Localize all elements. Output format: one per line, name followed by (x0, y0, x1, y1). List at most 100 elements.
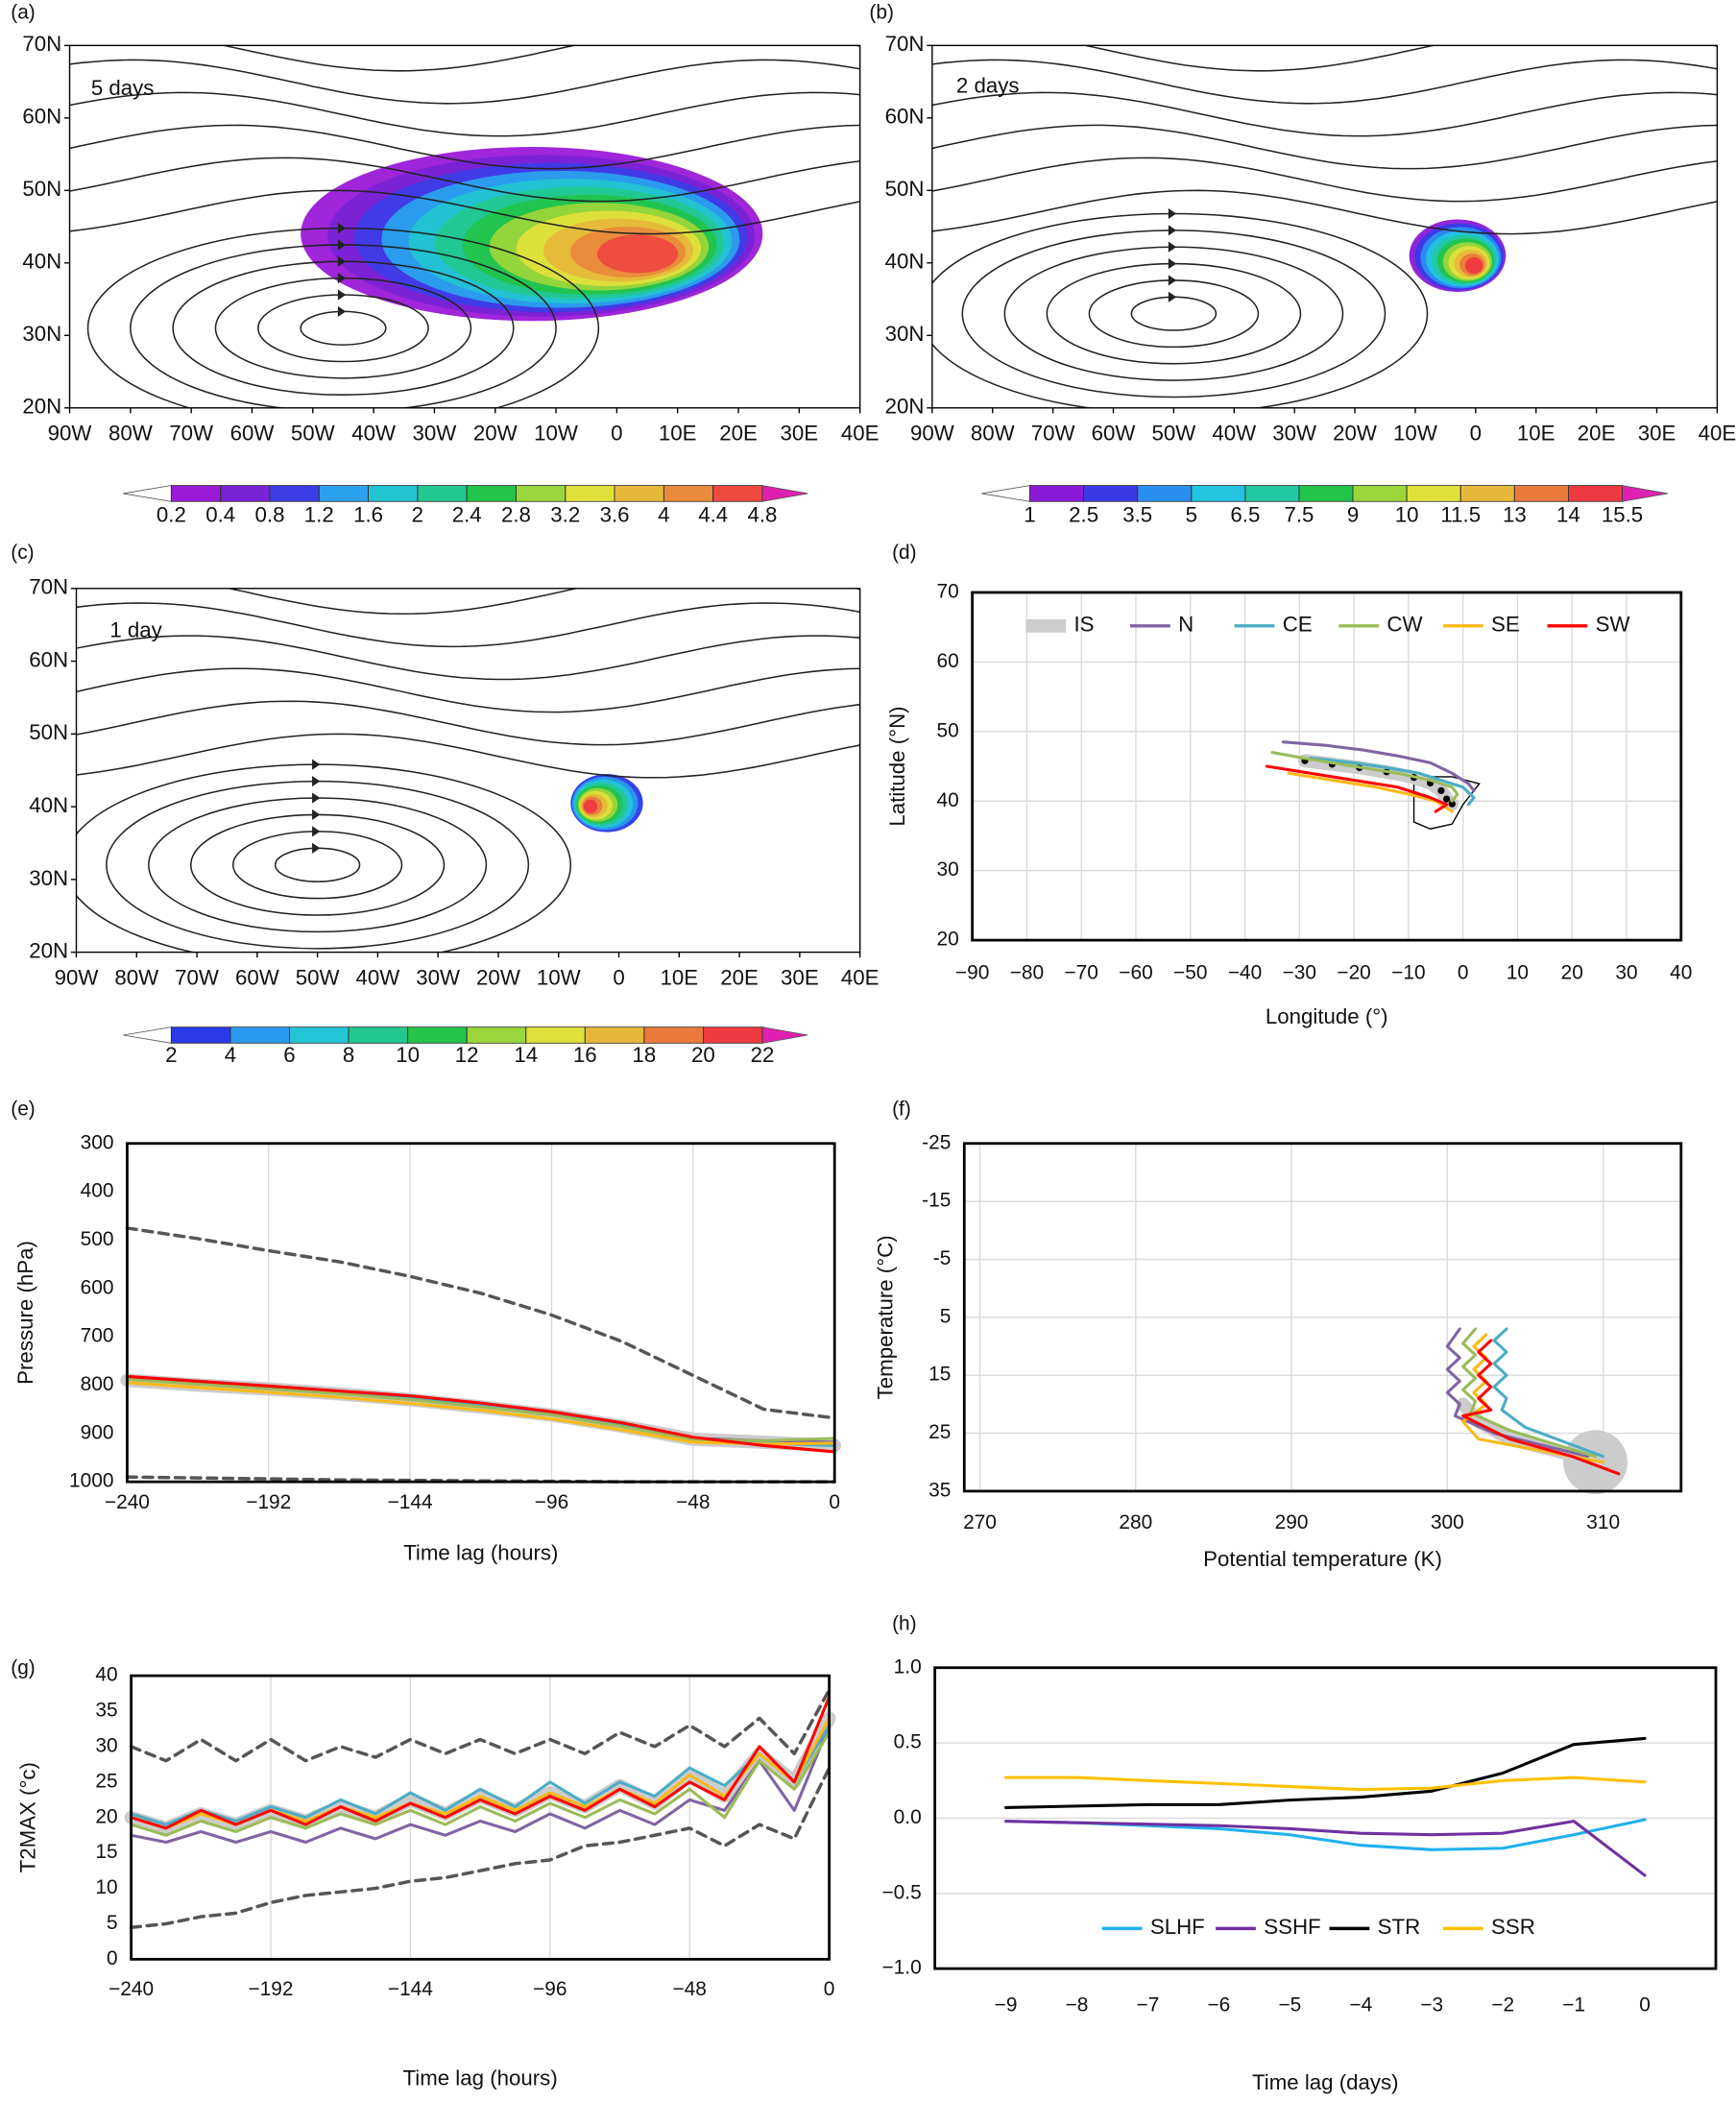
y-tick-label: 35 (928, 1479, 951, 1501)
y-tick-label: 70N (29, 575, 68, 599)
x-tick-label: 40E (841, 422, 880, 446)
y-tick-label: 35 (95, 1700, 117, 1722)
x-tick-label: −5 (1278, 1994, 1301, 2016)
y-tick-label: 40N (29, 793, 68, 817)
colorbar-box (1513, 485, 1569, 502)
y-axis-title: Latitude (°N) (885, 706, 909, 826)
x-tick-label: 10W (1393, 422, 1437, 446)
colorbar-box (712, 485, 763, 502)
map-area (931, 45, 1718, 408)
x-tick-label: 40E (1699, 422, 1736, 446)
x-tick-label: 310 (1586, 1511, 1620, 1533)
colorbar-label: 6 (283, 1043, 295, 1067)
x-tick-label: 30W (1272, 422, 1316, 446)
colorbar-box (565, 485, 615, 502)
x-tick-label: 0 (613, 965, 624, 989)
colorbar-label: 4.4 (698, 502, 728, 526)
y-tick-label: 30N (22, 322, 61, 346)
y-tick-label: 15 (95, 1841, 117, 1863)
track-point (1443, 795, 1451, 803)
coastline (1412, 776, 1481, 830)
series-line (130, 1730, 832, 1837)
x-tick-label: 30W (416, 965, 460, 989)
colorbar-box (170, 1026, 231, 1044)
colorbar-label: 3.5 (1122, 502, 1152, 526)
arrowhead (1168, 225, 1177, 236)
arrowhead (312, 826, 321, 837)
colorbar-box (643, 1026, 704, 1044)
map-area (69, 45, 860, 408)
series-line (1265, 764, 1449, 813)
x-tick-label: 10E (659, 422, 697, 446)
streamline (76, 635, 860, 681)
x-tick-label: −1 (1562, 1994, 1585, 2016)
arrowhead (337, 289, 347, 301)
panel-label: (h) (892, 1613, 917, 1635)
y-tick-label: 40N (22, 250, 61, 274)
x-tick-label: 0 (1458, 961, 1469, 983)
colorbar-label: 2 (412, 502, 423, 526)
streamline (76, 602, 860, 648)
streamline (931, 91, 1718, 137)
y-tick-label: -15 (922, 1190, 951, 1212)
x-tick-label: 0 (1470, 422, 1482, 446)
colorbar-label: 20 (691, 1043, 715, 1067)
streamline (931, 157, 1718, 203)
x-tick-label: 30E (1638, 422, 1676, 446)
x-tick-label: −80 (1010, 961, 1044, 983)
x-tick-label: 80W (971, 422, 1015, 446)
x-tick-label: 40E (841, 965, 880, 989)
arrowhead (312, 776, 321, 787)
streamline (69, 157, 860, 203)
x-tick-label: 90W (910, 422, 954, 446)
colorbar-label: 0.8 (255, 502, 285, 526)
x-tick-label: 10W (534, 422, 578, 446)
x-axis-title: Time lag (hours) (403, 1540, 558, 1564)
x-tick-label: 40 (1670, 961, 1692, 983)
colorbar-label: 2.5 (1069, 502, 1098, 526)
series-line (1004, 1820, 1647, 1877)
x-tick-label: −70 (1064, 961, 1097, 983)
series-line (125, 1374, 836, 1454)
streamline (931, 124, 1718, 170)
x-tick-label: 0 (611, 422, 622, 446)
x-tick-label: −60 (1119, 961, 1152, 983)
colorbar-label: 2.8 (501, 502, 531, 526)
y-tick-label: 20 (95, 1805, 117, 1827)
y-tick-label: 30N (885, 322, 925, 346)
colorbar-label: 4.8 (747, 502, 777, 526)
streamline (76, 700, 860, 746)
streamline (931, 189, 1718, 235)
series-line (125, 1381, 836, 1446)
y-tick-label: 20N (22, 395, 61, 419)
colorbar-box (170, 485, 222, 502)
colorbar-label: 16 (573, 1043, 597, 1067)
streamline (76, 667, 860, 713)
colorbar-box (663, 485, 714, 502)
y-tick-label: 700 (81, 1325, 114, 1347)
streamline (226, 588, 860, 616)
y-tick-label: 60N (22, 105, 61, 129)
colorbar-box (229, 1026, 290, 1044)
arrowhead (312, 792, 321, 804)
arrowhead (1168, 291, 1177, 302)
legend-label: IS (1073, 613, 1094, 637)
x-tick-label: −10 (1391, 961, 1425, 983)
y-tick-label: 0.0 (894, 1806, 922, 1828)
x-tick-label: 290 (1275, 1511, 1309, 1533)
colorbar-box (348, 1026, 409, 1044)
series-line (1287, 771, 1454, 813)
y-tick-label: 900 (81, 1421, 114, 1443)
precip-shading (583, 799, 598, 813)
x-tick-label: −4 (1349, 1994, 1372, 2016)
colorbar-label: 10 (396, 1043, 420, 1067)
y-tick-label: 30 (936, 858, 958, 881)
streamline (220, 45, 860, 72)
x-tick-label: 30E (781, 422, 819, 446)
y-tick-label: -5 (933, 1247, 952, 1269)
colorbar-label: 4 (658, 502, 669, 526)
legend-label: SLHF (1150, 1915, 1205, 1939)
x-tick-label: 70W (1031, 422, 1075, 446)
x-tick-label: 10W (537, 965, 581, 989)
y-tick-label: 5 (940, 1305, 952, 1327)
